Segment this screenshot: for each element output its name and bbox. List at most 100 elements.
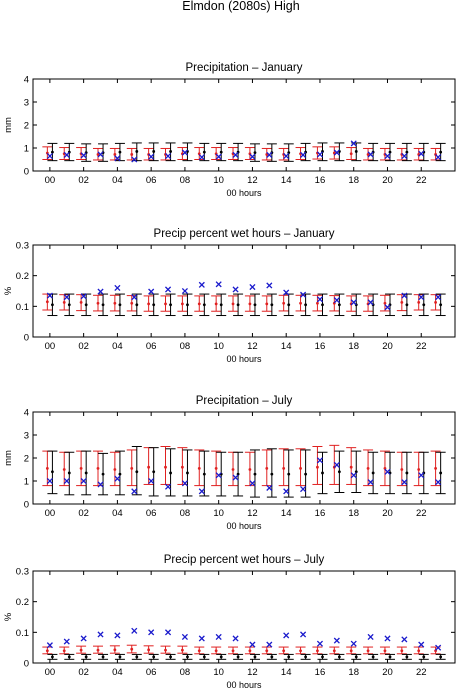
cross-point-blue (97, 631, 104, 638)
cross-point-blue (401, 292, 408, 299)
cross-point-blue (215, 472, 222, 479)
errorbar-center-black (202, 303, 206, 307)
errorbar-center-red (248, 649, 252, 653)
x-tick-label: 20 (382, 175, 393, 186)
cross-point-blue (283, 289, 290, 296)
errorbar-center-black (388, 150, 392, 154)
cross-point-blue (316, 640, 324, 647)
errorbar-center-red (130, 647, 134, 651)
errorbar-center-red (282, 466, 286, 470)
errorbar-center-black (270, 472, 274, 476)
errorbar-center-black (101, 655, 105, 659)
x-tick-label: 06 (146, 667, 157, 678)
x-tick-label: 08 (180, 175, 191, 186)
cross-point-blue (114, 155, 121, 162)
cross-point-blue (198, 154, 205, 161)
x-axis-label: 00 hours (226, 521, 262, 531)
panel-wet-hours-july: Precip percent wet hours – July 00 hours%… (3, 554, 456, 689)
errorbar-center-black (169, 150, 172, 153)
errorbar-center-red (180, 465, 184, 469)
cross-point-blue (46, 292, 53, 299)
cross-point-blue (181, 480, 188, 487)
y-tick-label: 3 (24, 98, 29, 109)
x-tick-label: 14 (281, 341, 292, 352)
x-tick-label: 02 (78, 667, 89, 678)
y-tick-label: 1 (24, 477, 29, 488)
errorbar-center-black (405, 471, 409, 475)
errorbar-center-red (96, 466, 100, 470)
x-tick-label: 08 (180, 508, 191, 519)
cross-point-blue (181, 149, 188, 156)
x-tick-label: 14 (281, 508, 292, 519)
x-tick-label: 00 (45, 175, 56, 186)
cross-point-blue (418, 294, 425, 301)
cross-point-blue (164, 629, 172, 636)
plot-area-frame (32, 244, 456, 338)
cross-point-blue (148, 153, 155, 160)
errorbar-center-black (236, 303, 240, 307)
x-tick-label: 04 (112, 667, 123, 678)
cross-point-blue (181, 633, 188, 640)
errorbar-center-red (248, 302, 252, 306)
cross-point-blue (300, 151, 307, 158)
errorbar-center-black (152, 150, 156, 153)
errorbar-center-black (405, 655, 409, 659)
errorbar-center-red (434, 466, 437, 470)
errorbar-center-black (202, 655, 206, 659)
x-tick-label: 22 (416, 508, 427, 519)
x-tick-label: 02 (78, 175, 89, 186)
cross-point-blue (164, 152, 172, 160)
cross-point-blue (316, 151, 324, 158)
cross-point-blue (316, 457, 324, 464)
cross-point-blue (249, 641, 256, 648)
errorbar-center-black (51, 303, 54, 307)
x-tick-label: 16 (315, 508, 326, 519)
errorbar-center-black (135, 470, 139, 474)
errorbar-center-black (439, 655, 443, 659)
x-tick-label: 10 (213, 508, 224, 519)
errorbar-center-red (265, 649, 269, 653)
errorbar-center-red (231, 468, 235, 471)
x-tick-label: 04 (112, 341, 123, 352)
cross-point-blue (114, 284, 121, 291)
errorbar-center-red (299, 301, 302, 305)
x-tick-label: 22 (416, 175, 427, 186)
errorbar-center-black (439, 471, 443, 475)
errorbar-center-black (219, 150, 223, 154)
x-tick-label: 02 (78, 508, 89, 519)
errorbar-center-red (366, 649, 370, 653)
y-tick-label: 4 (24, 408, 29, 419)
panel-title: Precipitation – July (196, 395, 293, 407)
cross-point-blue (401, 636, 408, 643)
errorbar-center-red (282, 649, 286, 653)
cross-point-blue (266, 484, 273, 491)
cross-point-blue (384, 635, 391, 642)
cross-point-blue (283, 152, 290, 160)
y-axis-label: mm (3, 117, 14, 133)
y-axis-label: mm (3, 450, 14, 466)
errorbar-center-red (349, 465, 353, 469)
errorbar-center-red (45, 649, 49, 653)
x-tick-label: 16 (315, 667, 326, 678)
errorbar-center-red (130, 301, 134, 305)
errorbar-center-black (371, 471, 375, 475)
errorbar-center-red (180, 302, 184, 306)
cross-point-blue (80, 152, 87, 159)
errorbar-center-red (130, 466, 134, 470)
cross-point-blue (300, 291, 307, 298)
cross-point-blue (300, 485, 307, 493)
errorbar-center-red (197, 649, 201, 653)
errorbar-center-black (169, 471, 172, 475)
x-tick-label: 10 (213, 341, 224, 352)
errorbar-center-black (135, 150, 139, 153)
errorbar-center-black (337, 303, 341, 307)
x-tick-label: 18 (348, 508, 359, 519)
x-tick-label: 00 (45, 667, 56, 678)
y-tick-label: 0 (24, 167, 29, 178)
errorbar-center-black (388, 655, 392, 659)
cross-point-blue (401, 479, 408, 486)
cross-point-blue (232, 151, 239, 158)
x-tick-label: 20 (382, 508, 393, 519)
